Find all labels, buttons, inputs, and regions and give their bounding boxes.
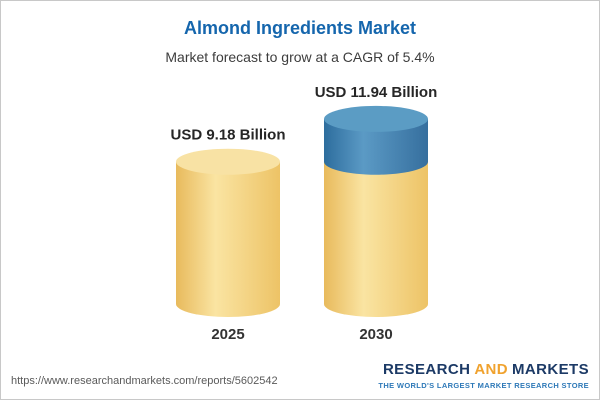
value-label-2025: USD 9.18 Billion	[170, 127, 285, 144]
category-label-2030: 2030	[359, 326, 392, 343]
cylinder-segment-body-base-market-size	[176, 161, 280, 304]
page-title: Almond Ingredients Market	[183, 18, 417, 38]
cylinder-2025: USD 9.18 Billion 2025	[170, 127, 285, 343]
cylinder-segment-body-base-market-size	[324, 161, 428, 304]
chart-header: Almond Ingredients Market Market forecas…	[1, 1, 599, 65]
report-url-link[interactable]: https://www.researchandmarkets.com/repor…	[11, 375, 278, 387]
category-label-2025: 2025	[211, 326, 244, 343]
cylinder-top-2030	[324, 105, 428, 132]
cylinder-2030: USD 11.94 Billion 2030	[315, 84, 438, 343]
cylinder-bar-chart: USD 9.18 Billion 2025 USD 11.94 Billion 203…	[170, 84, 438, 343]
researchandmarkets-logo: RESEARCH AND MARKETS THE WORLD'S LARGEST M…	[378, 361, 589, 390]
page-subtitle: Market forecast to grow at a CAGR of 5.4…	[165, 49, 435, 65]
value-label-2030: USD 11.94 Billion	[315, 84, 438, 101]
logo-word-markets: MARKETS	[512, 361, 589, 378]
footer: https://www.researchandmarkets.com/repor…	[1, 361, 599, 399]
logo-wordmark: RESEARCH AND MARKETS	[378, 361, 589, 378]
logo-tagline: THE WORLD'S LARGEST MARKET RESEARCH STOR…	[378, 381, 589, 390]
logo-word-research: RESEARCH	[382, 361, 471, 378]
cylinder-top-2025	[176, 148, 280, 175]
logo-word-and: AND	[474, 361, 509, 378]
